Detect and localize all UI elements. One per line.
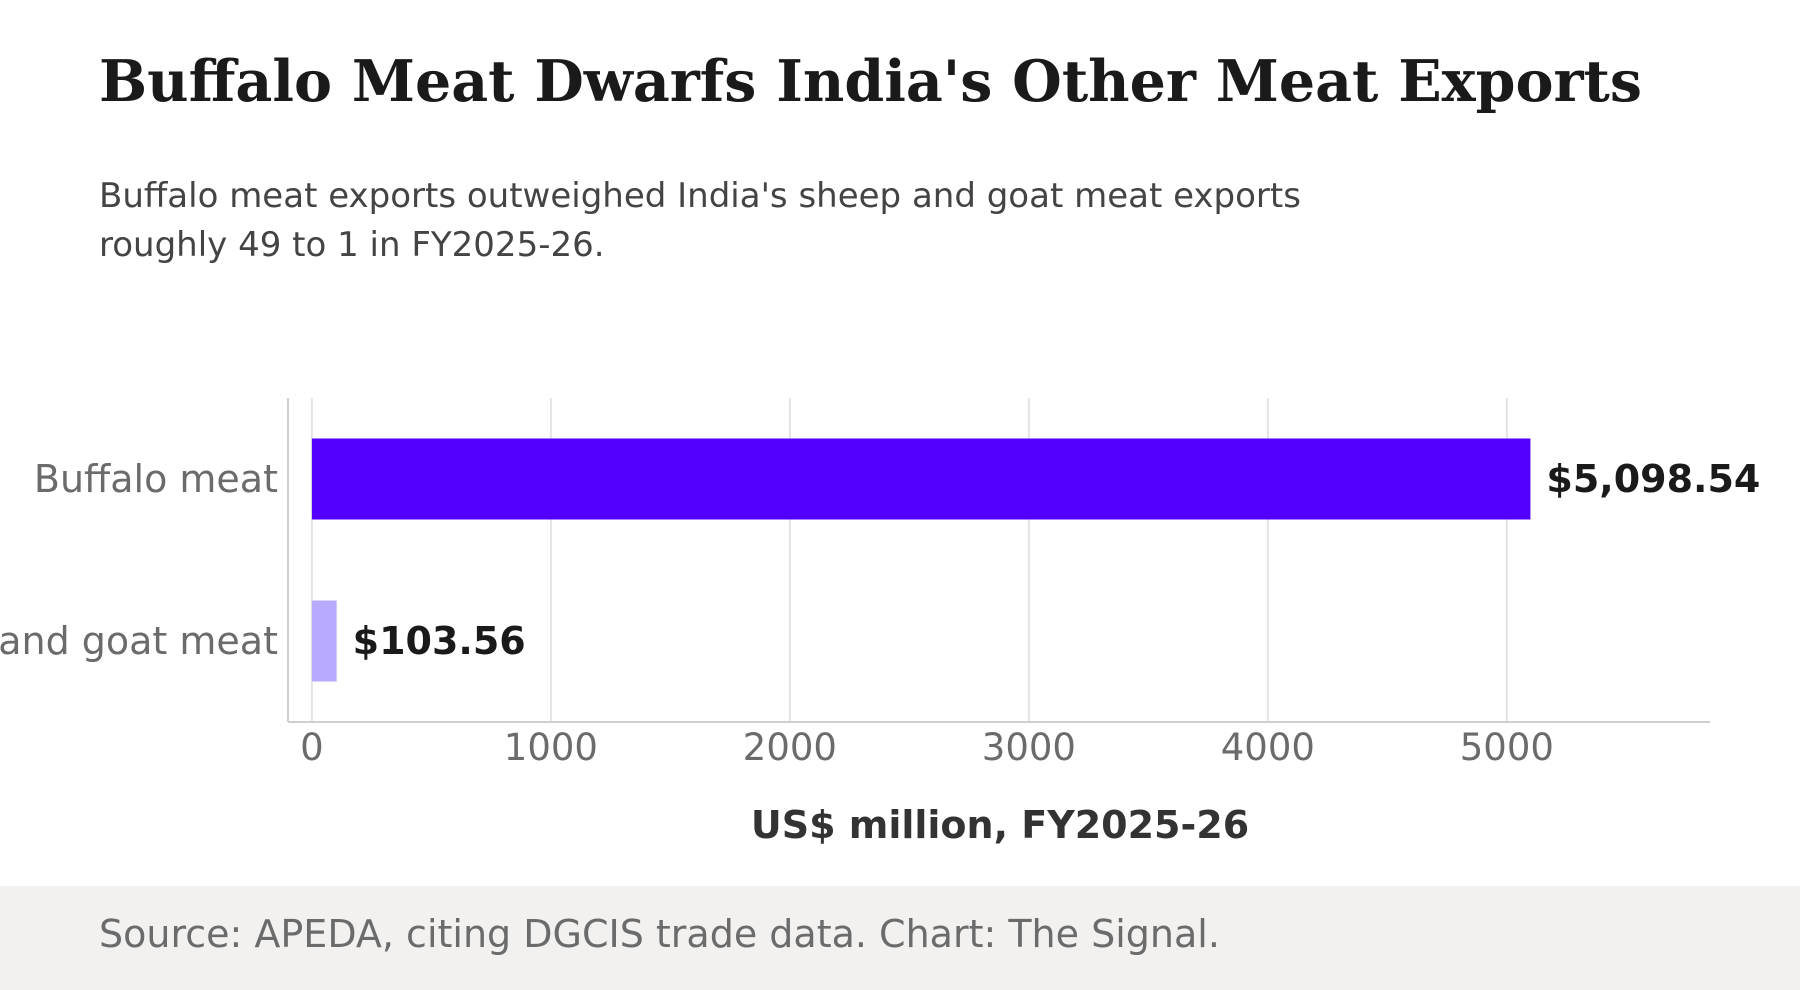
- axes: [287, 398, 1710, 723]
- bar-value-label: $5,098.54: [1546, 457, 1760, 501]
- chart-title: Buffalo Meat Dwarfs India's Other Meat E…: [99, 48, 1642, 115]
- x-tick-label: 4000: [1221, 726, 1315, 769]
- x-tick-label: 0: [300, 726, 324, 769]
- x-axis-title: US$ million, FY2025-26: [751, 803, 1249, 847]
- source-note: Source: APEDA, citing DGCIS trade data. …: [99, 912, 1220, 956]
- labels: 0 1000 2000 3000 4000 5000 $5,098.54 Buffalo me…: [0, 457, 1760, 769]
- x-tick-label: 3000: [982, 726, 1076, 769]
- x-tick-label: 5000: [1460, 726, 1554, 769]
- x-tick-label: 1000: [504, 726, 598, 769]
- y-category-label: Sheep and goat meat: [0, 619, 278, 663]
- bar-sheep-and-goat-meat: [311, 600, 337, 682]
- footer-band: [0, 886, 1800, 990]
- bar-chart: 0 1000 2000 3000 4000 5000 $5,098.54 Buffalo me…: [0, 398, 1760, 847]
- chart-subtitle: Buffalo meat exports outweighed India's …: [99, 176, 1301, 265]
- bars: [311, 438, 1531, 682]
- x-tick-label: 2000: [743, 726, 837, 769]
- bar-value-label: $103.56: [353, 619, 526, 663]
- bar-buffalo-meat: [311, 438, 1531, 520]
- y-category-label: Buffalo meat: [34, 457, 278, 501]
